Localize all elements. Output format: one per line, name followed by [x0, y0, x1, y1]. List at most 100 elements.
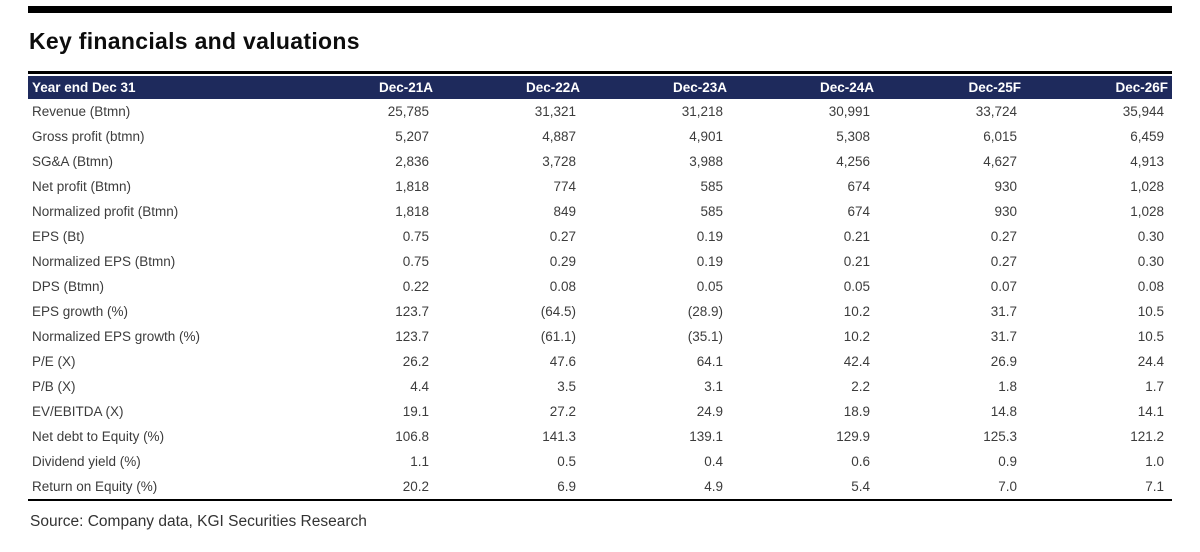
cell-value: 0.21: [843, 229, 870, 244]
cell-value: 25,785: [387, 104, 429, 119]
cell-value: 6.9: [557, 479, 576, 494]
cell-value: 121.2: [1130, 429, 1164, 444]
row-label: DPS (Btmn): [32, 279, 105, 294]
row-label: Normalized profit (Btmn): [32, 204, 179, 219]
table-row: Dividend yield (%) 1.1 0.5 0.4 0.6 0.9 1.0: [28, 449, 1172, 474]
cell-value: 774: [553, 179, 576, 194]
cell-value: 0.30: [1137, 229, 1164, 244]
cell-value: 0.30: [1137, 254, 1164, 269]
cell-value: 64.1: [696, 354, 723, 369]
cell-value: 24.9: [696, 404, 723, 419]
table-header-row: Year end Dec 31 Dec-21A Dec-22A Dec-23A Dec-…: [28, 76, 1172, 99]
cell-value: 3,728: [542, 154, 576, 169]
cell-value: 0.21: [843, 254, 870, 269]
table-row: Revenue (Btmn) 25,785 31,321 31,218 30,991 33…: [28, 99, 1172, 124]
row-label: Normalized EPS (Btmn): [32, 254, 176, 269]
cell-value: 0.08: [1137, 279, 1164, 294]
cell-value: 106.8: [395, 429, 429, 444]
cell-value: 4,627: [983, 154, 1017, 169]
cell-value: 3.5: [557, 379, 576, 394]
top-rule: [28, 6, 1172, 13]
cell-value: 1.0: [1145, 454, 1164, 469]
cell-value: 123.7: [395, 329, 429, 344]
cell-value: 4.9: [704, 479, 723, 494]
cell-value: 0.75: [402, 229, 429, 244]
cell-value: 139.1: [689, 429, 723, 444]
cell-value: 0.27: [990, 229, 1017, 244]
cell-value: 0.05: [696, 279, 723, 294]
cell-value: 1.8: [998, 379, 1017, 394]
cell-value: 0.29: [549, 254, 576, 269]
cell-value: 0.07: [990, 279, 1017, 294]
cell-value: 0.19: [696, 254, 723, 269]
cell-value: 0.9: [998, 454, 1017, 469]
table-row: Normalized profit (Btmn) 1,818 849 585 674 93…: [28, 199, 1172, 224]
cell-value: 0.08: [549, 279, 576, 294]
cell-value: 123.7: [395, 304, 429, 319]
cell-value: 7.1: [1145, 479, 1164, 494]
column-header-label: Year end Dec 31: [28, 76, 290, 99]
cell-value: 5,308: [836, 129, 870, 144]
cell-value: 0.27: [549, 229, 576, 244]
cell-value: 0.4: [704, 454, 723, 469]
cell-value: 0.27: [990, 254, 1017, 269]
column-header: Dec-25F: [878, 76, 1025, 99]
table-row: Return on Equity (%) 20.2 6.9 4.9 5.4 7.0 7.1: [28, 474, 1172, 499]
cell-value: 4,887: [542, 129, 576, 144]
table-row: Gross profit (btmn) 5,207 4,887 4,901 5,308 6…: [28, 124, 1172, 149]
column-header: Dec-21A: [290, 76, 437, 99]
table-row: Net debt to Equity (%) 106.8 141.3 139.1 129…: [28, 424, 1172, 449]
column-header: Dec-26F: [1025, 76, 1172, 99]
cell-value: (64.5): [540, 304, 576, 319]
cell-value: 585: [700, 179, 723, 194]
table-row: SG&A (Btmn) 2,836 3,728 3,988 4,256 4,627 4,91…: [28, 149, 1172, 174]
cell-value: 31.7: [990, 304, 1017, 319]
row-label: EV/EBITDA (X): [32, 404, 124, 419]
cell-value: 10.5: [1137, 304, 1164, 319]
table-row: Normalized EPS (Btmn) 0.75 0.29 0.19 0.21 0.2…: [28, 249, 1172, 274]
cell-value: 1,818: [395, 179, 429, 194]
row-label: Revenue (Btmn): [32, 104, 131, 119]
cell-value: 4,901: [689, 129, 723, 144]
table-row: DPS (Btmn) 0.22 0.08 0.05 0.05 0.07 0.08: [28, 274, 1172, 299]
cell-value: 10.2: [843, 329, 870, 344]
row-label: Dividend yield (%): [32, 454, 141, 469]
cell-value: 125.3: [983, 429, 1017, 444]
cell-value: 26.2: [402, 354, 429, 369]
cell-value: 6,459: [1130, 129, 1164, 144]
cell-value: 0.05: [843, 279, 870, 294]
cell-value: 2.2: [851, 379, 870, 394]
cell-value: 33,724: [975, 104, 1017, 119]
row-label: EPS growth (%): [32, 304, 129, 319]
table-row: P/E (X) 26.2 47.6 64.1 42.4 26.9 24.4: [28, 349, 1172, 374]
row-label: Return on Equity (%): [32, 479, 158, 494]
cell-value: (61.1): [540, 329, 576, 344]
cell-value: 14.1: [1137, 404, 1164, 419]
cell-value: 10.2: [843, 304, 870, 319]
row-label: EPS (Bt): [32, 229, 85, 244]
cell-value: 30,991: [828, 104, 870, 119]
cell-value: 31,218: [681, 104, 723, 119]
cell-value: 0.6: [851, 454, 870, 469]
cell-value: 129.9: [836, 429, 870, 444]
row-label: Gross profit (btmn): [32, 129, 145, 144]
column-header: Dec-22A: [437, 76, 584, 99]
cell-value: 4,256: [836, 154, 870, 169]
cell-value: 930: [994, 179, 1017, 194]
cell-value: 930: [994, 204, 1017, 219]
cell-value: 1.1: [410, 454, 429, 469]
cell-value: 24.4: [1137, 354, 1164, 369]
cell-value: 141.3: [542, 429, 576, 444]
cell-value: 1.7: [1145, 379, 1164, 394]
cell-value: 1,028: [1130, 179, 1164, 194]
cell-value: 0.75: [402, 254, 429, 269]
cell-value: 674: [847, 179, 870, 194]
financials-table: Year end Dec 31 Dec-21A Dec-22A Dec-23A Dec-…: [28, 76, 1172, 499]
row-label: Net profit (Btmn): [32, 179, 132, 194]
table-body: Revenue (Btmn) 25,785 31,321 31,218 30,991 33…: [28, 99, 1172, 499]
cell-value: 27.2: [549, 404, 576, 419]
cell-value: 5.4: [851, 479, 870, 494]
cell-value: 35,944: [1122, 104, 1164, 119]
column-header: Dec-23A: [584, 76, 731, 99]
